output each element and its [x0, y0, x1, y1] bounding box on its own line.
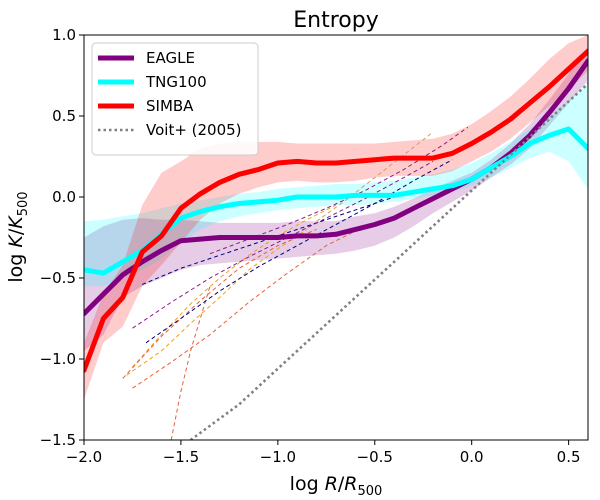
series-line-voit-2005 [189, 82, 588, 440]
x-tick-label: 0.5 [557, 448, 581, 466]
series-line-simba [84, 48, 588, 373]
dashed-line-4 [170, 285, 211, 440]
dashed-line-6 [142, 190, 414, 285]
y-tick-label: −1.5 [40, 431, 76, 449]
dashed-line-7 [145, 159, 453, 344]
chart-title: Entropy [293, 8, 378, 33]
x-tick-label: −1.0 [260, 448, 296, 466]
dashed-line-3 [132, 225, 366, 389]
dashed-line-8 [132, 160, 434, 329]
dashed-line-2 [132, 204, 337, 368]
legend-label-tng100: TNG100 [145, 73, 207, 91]
x-axis-ticks: −2.0 −1.5 −1.0 −0.5 0.0 0.5 [66, 440, 581, 466]
legend-label-eagle: EAGLE [146, 49, 195, 67]
legend: EAGLE TNG100 SIMBA Voit+ (2005) [91, 42, 259, 156]
plot-frame [83, 34, 589, 441]
y-tick-label: 0.5 [52, 107, 76, 125]
dashed-line-5 [122, 228, 317, 379]
legend-label-voit-2005: Voit+ (2005) [146, 121, 242, 139]
y-tick-label: 0.0 [52, 188, 76, 206]
y-axis-label: log K/K500 [5, 191, 31, 282]
series-lines [84, 48, 588, 440]
legend-box [91, 42, 259, 156]
dashed-line-1 [126, 228, 308, 376]
y-tick-label: −1.0 [40, 350, 76, 368]
band-tng100 [84, 83, 588, 287]
y-tick-label: 1.0 [52, 26, 76, 44]
legend-items: EAGLE TNG100 SIMBA Voit+ (2005) [98, 49, 242, 139]
x-tick-label: −0.5 [357, 448, 393, 466]
legend-label-simba: SIMBA [146, 97, 194, 115]
dashed-lines [122, 126, 469, 440]
x-tick-label: −2.0 [66, 448, 102, 466]
y-tick-label: −0.5 [40, 269, 76, 287]
dashed-line-10 [316, 131, 434, 222]
y-axis-ticks: −1.5 −1.0 −0.5 0.0 0.5 1.0 [40, 26, 84, 449]
x-axis-label: log R/R500 [290, 473, 383, 499]
x-tick-label: 0.0 [460, 448, 484, 466]
x-tick-label: −1.5 [163, 448, 199, 466]
